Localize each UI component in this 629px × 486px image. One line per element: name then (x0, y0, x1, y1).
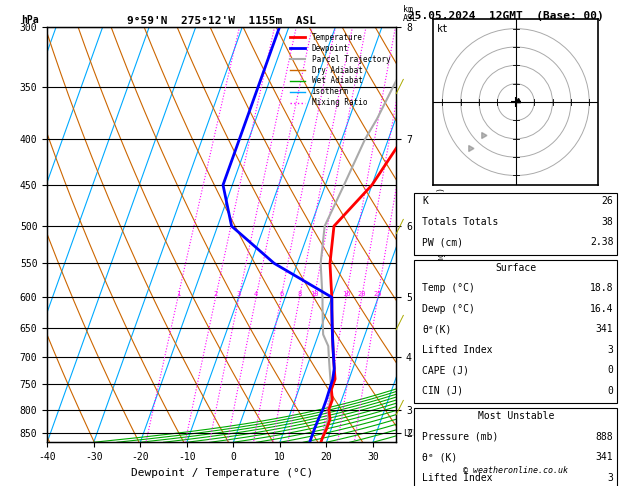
Text: CAPE (J): CAPE (J) (423, 365, 469, 375)
Bar (414, 408, 618, 486)
Text: θᵉ(K): θᵉ(K) (423, 324, 452, 334)
Text: 25: 25 (374, 291, 382, 297)
Text: km
ASL: km ASL (403, 4, 418, 22)
Text: 3: 3 (237, 291, 241, 297)
Text: ╱: ╱ (396, 399, 403, 415)
Text: 341: 341 (596, 324, 613, 334)
Text: Most Unstable: Most Unstable (477, 412, 554, 421)
Text: ╱: ╱ (396, 79, 403, 94)
Text: 3: 3 (608, 473, 613, 483)
Text: 16: 16 (342, 291, 350, 297)
Text: 10: 10 (310, 291, 318, 297)
Text: 0: 0 (608, 365, 613, 375)
Text: 26: 26 (601, 196, 613, 207)
Text: Mixing Ratio (g/kg): Mixing Ratio (g/kg) (437, 187, 446, 282)
Bar (414, 193, 618, 255)
Text: © weatheronline.co.uk: © weatheronline.co.uk (464, 466, 568, 475)
Text: ╱: ╱ (396, 219, 403, 234)
Text: 4: 4 (254, 291, 259, 297)
Text: Dewp (°C): Dewp (°C) (423, 304, 476, 314)
Text: 18.8: 18.8 (590, 283, 613, 294)
Bar (414, 260, 618, 403)
Text: CIN (J): CIN (J) (423, 386, 464, 396)
Text: hPa: hPa (21, 15, 38, 25)
Text: Totals Totals: Totals Totals (423, 217, 499, 227)
Text: 25.05.2024  12GMT  (Base: 00): 25.05.2024 12GMT (Base: 00) (408, 11, 603, 21)
Text: 8: 8 (298, 291, 302, 297)
Text: θᵉ (K): θᵉ (K) (423, 452, 458, 462)
Text: PW (cm): PW (cm) (423, 237, 464, 247)
Title: 9°59'N  275°12'W  1155m  ASL: 9°59'N 275°12'W 1155m ASL (127, 16, 316, 26)
Text: 0: 0 (608, 386, 613, 396)
Text: ╱: ╱ (396, 315, 403, 330)
Text: 16.4: 16.4 (590, 304, 613, 314)
Text: Surface: Surface (495, 263, 537, 273)
Text: K: K (423, 196, 428, 207)
Text: 1: 1 (176, 291, 180, 297)
Legend: Temperature, Dewpoint, Parcel Trajectory, Dry Adiabat, Wet Adiabat, Isotherm, Mi: Temperature, Dewpoint, Parcel Trajectory… (288, 31, 392, 109)
X-axis label: Dewpoint / Temperature (°C): Dewpoint / Temperature (°C) (131, 468, 313, 478)
Text: LCL: LCL (403, 429, 418, 438)
Text: 38: 38 (601, 217, 613, 227)
Text: 2.38: 2.38 (590, 237, 613, 247)
Text: Lifted Index: Lifted Index (423, 473, 493, 483)
Text: 2: 2 (213, 291, 218, 297)
Text: 6: 6 (279, 291, 283, 297)
Text: Temp (°C): Temp (°C) (423, 283, 476, 294)
Text: Pressure (mb): Pressure (mb) (423, 432, 499, 442)
Text: 20: 20 (357, 291, 366, 297)
Text: kt: kt (437, 24, 448, 35)
Text: Lifted Index: Lifted Index (423, 345, 493, 355)
Text: 341: 341 (596, 452, 613, 462)
Text: 3: 3 (608, 345, 613, 355)
Text: 888: 888 (596, 432, 613, 442)
